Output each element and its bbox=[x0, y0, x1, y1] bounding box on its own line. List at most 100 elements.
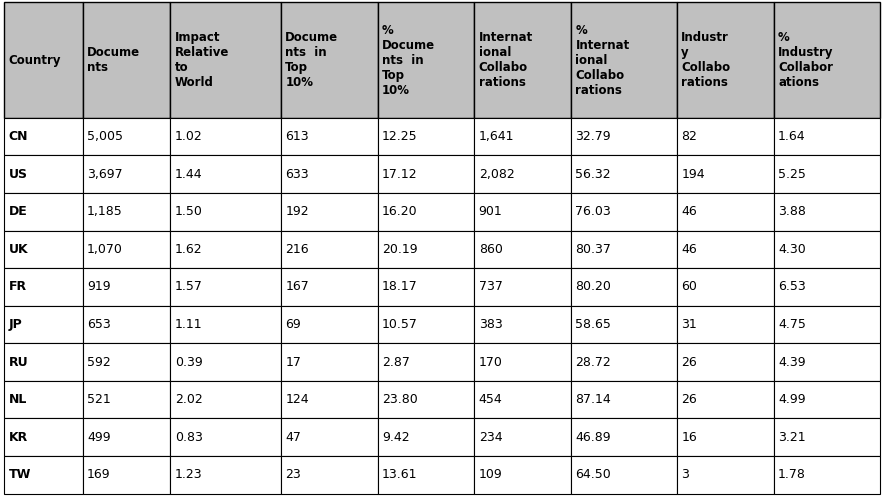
Text: 4.39: 4.39 bbox=[778, 356, 805, 369]
Bar bbox=[474, 231, 571, 268]
Bar bbox=[774, 231, 880, 268]
Bar bbox=[171, 193, 281, 231]
Bar bbox=[83, 343, 171, 381]
Bar bbox=[677, 381, 774, 419]
Text: 16: 16 bbox=[682, 431, 697, 444]
Bar bbox=[377, 193, 474, 231]
Text: 109: 109 bbox=[478, 468, 502, 481]
Bar bbox=[677, 456, 774, 494]
Bar bbox=[571, 2, 677, 118]
Bar bbox=[474, 381, 571, 419]
Bar bbox=[677, 155, 774, 193]
Bar bbox=[281, 381, 377, 419]
Text: 169: 169 bbox=[88, 468, 110, 481]
Text: 5.25: 5.25 bbox=[778, 168, 806, 181]
Text: 58.65: 58.65 bbox=[575, 318, 611, 331]
Text: 2.02: 2.02 bbox=[175, 393, 202, 406]
Bar bbox=[171, 231, 281, 268]
Text: 28.72: 28.72 bbox=[575, 356, 611, 369]
Text: 26: 26 bbox=[682, 393, 697, 406]
Text: 56.32: 56.32 bbox=[575, 168, 611, 181]
Bar bbox=[171, 381, 281, 419]
Text: 9.42: 9.42 bbox=[382, 431, 409, 444]
Text: 860: 860 bbox=[478, 243, 502, 256]
Text: 20.19: 20.19 bbox=[382, 243, 417, 256]
Text: 592: 592 bbox=[88, 356, 110, 369]
Bar bbox=[281, 231, 377, 268]
Bar bbox=[83, 2, 171, 118]
Text: 2.87: 2.87 bbox=[382, 356, 410, 369]
Text: 17: 17 bbox=[286, 356, 301, 369]
Text: RU: RU bbox=[9, 356, 28, 369]
Text: 3,697: 3,697 bbox=[88, 168, 123, 181]
Bar bbox=[474, 2, 571, 118]
Text: Industr
y
Collabo
rations: Industr y Collabo rations bbox=[682, 31, 730, 89]
Bar bbox=[171, 155, 281, 193]
Text: 0.39: 0.39 bbox=[175, 356, 202, 369]
Text: 919: 919 bbox=[88, 280, 110, 294]
Bar bbox=[774, 2, 880, 118]
Bar bbox=[377, 118, 474, 155]
Text: 60: 60 bbox=[682, 280, 697, 294]
Bar bbox=[171, 306, 281, 343]
Bar bbox=[4, 306, 83, 343]
Bar bbox=[774, 381, 880, 419]
Bar bbox=[774, 306, 880, 343]
Text: 1.11: 1.11 bbox=[175, 318, 202, 331]
Text: 192: 192 bbox=[286, 205, 309, 218]
Bar bbox=[774, 155, 880, 193]
Text: Docume
nts  in
Top
10%: Docume nts in Top 10% bbox=[286, 31, 339, 89]
Bar bbox=[281, 118, 377, 155]
Bar bbox=[4, 381, 83, 419]
Bar bbox=[571, 268, 677, 306]
Bar bbox=[474, 419, 571, 456]
Bar bbox=[171, 419, 281, 456]
Bar bbox=[281, 456, 377, 494]
Text: %
Internat
ional
Collabo
rations: % Internat ional Collabo rations bbox=[575, 24, 629, 97]
Bar bbox=[774, 456, 880, 494]
Bar bbox=[474, 193, 571, 231]
Text: 82: 82 bbox=[682, 130, 697, 143]
Bar bbox=[4, 231, 83, 268]
Text: JP: JP bbox=[9, 318, 23, 331]
Bar bbox=[281, 155, 377, 193]
Text: 2,082: 2,082 bbox=[478, 168, 514, 181]
Text: 23.80: 23.80 bbox=[382, 393, 417, 406]
Bar bbox=[474, 118, 571, 155]
Bar bbox=[377, 381, 474, 419]
Text: 3.21: 3.21 bbox=[778, 431, 805, 444]
Text: 1.78: 1.78 bbox=[778, 468, 806, 481]
Text: Impact
Relative
to
World: Impact Relative to World bbox=[175, 31, 229, 89]
Text: 901: 901 bbox=[478, 205, 502, 218]
Bar bbox=[377, 155, 474, 193]
Bar bbox=[83, 381, 171, 419]
Text: 4.30: 4.30 bbox=[778, 243, 806, 256]
Bar bbox=[83, 155, 171, 193]
Text: 1,641: 1,641 bbox=[478, 130, 514, 143]
Text: Internat
ional
Collabo
rations: Internat ional Collabo rations bbox=[478, 31, 533, 89]
Text: KR: KR bbox=[9, 431, 28, 444]
Text: 499: 499 bbox=[88, 431, 110, 444]
Text: 3.88: 3.88 bbox=[778, 205, 806, 218]
Bar bbox=[83, 193, 171, 231]
Bar bbox=[281, 193, 377, 231]
Text: 64.50: 64.50 bbox=[575, 468, 611, 481]
Bar bbox=[377, 231, 474, 268]
Text: 46: 46 bbox=[682, 243, 697, 256]
Bar bbox=[571, 193, 677, 231]
Text: NL: NL bbox=[9, 393, 27, 406]
Bar bbox=[171, 118, 281, 155]
Text: 613: 613 bbox=[286, 130, 309, 143]
Bar bbox=[4, 343, 83, 381]
Text: 17.12: 17.12 bbox=[382, 168, 417, 181]
Bar bbox=[4, 456, 83, 494]
Text: TW: TW bbox=[9, 468, 31, 481]
Text: Docume
nts: Docume nts bbox=[88, 46, 141, 74]
Text: DE: DE bbox=[9, 205, 27, 218]
Text: Country: Country bbox=[9, 54, 61, 66]
Text: 80.37: 80.37 bbox=[575, 243, 611, 256]
Bar bbox=[377, 268, 474, 306]
Bar bbox=[774, 343, 880, 381]
Text: 633: 633 bbox=[286, 168, 309, 181]
Text: 1,070: 1,070 bbox=[88, 243, 123, 256]
